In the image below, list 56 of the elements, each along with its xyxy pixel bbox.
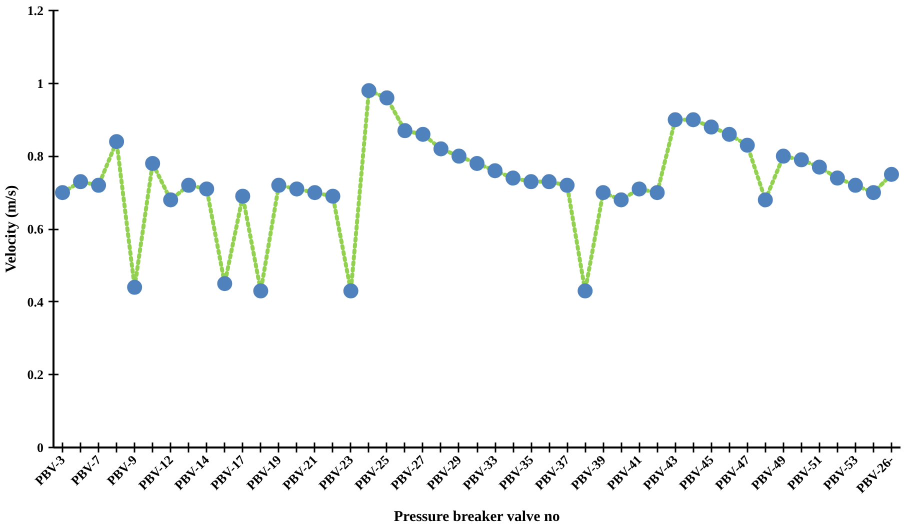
point — [55, 185, 70, 200]
y-tick-label: 0.8 — [27, 148, 44, 164]
point — [199, 181, 214, 196]
point — [451, 148, 466, 164]
point — [470, 156, 484, 171]
point — [253, 283, 268, 298]
point — [433, 141, 448, 156]
point — [488, 163, 503, 178]
point — [307, 185, 322, 200]
point — [289, 181, 304, 196]
point — [722, 126, 737, 142]
point — [145, 156, 160, 171]
point — [91, 178, 106, 193]
point — [397, 123, 412, 138]
point — [217, 276, 232, 292]
x-axis-title: Pressure breaker valve no — [394, 509, 560, 526]
point — [578, 283, 593, 298]
point — [163, 192, 178, 208]
point — [181, 178, 196, 193]
y-tick-label: 0.2 — [27, 367, 44, 382]
point — [271, 178, 286, 193]
point — [812, 160, 827, 175]
point — [379, 90, 394, 106]
point — [848, 178, 863, 193]
point — [506, 170, 521, 186]
point — [686, 112, 701, 128]
point — [794, 152, 809, 168]
point — [758, 192, 773, 208]
y-tick-label: 0 — [37, 440, 44, 455]
point — [884, 166, 899, 182]
point — [415, 126, 430, 142]
point — [73, 174, 88, 190]
point — [524, 174, 539, 190]
y-axis-title: Velocity (m/s) — [3, 185, 20, 273]
point — [632, 181, 647, 196]
y-tick-label: 1 — [37, 76, 44, 91]
point — [235, 188, 250, 204]
point — [704, 120, 719, 135]
point — [109, 134, 124, 150]
point — [866, 185, 881, 200]
y-tick-label: 1.2 — [27, 3, 44, 18]
point — [361, 83, 376, 98]
point — [542, 174, 557, 190]
y-tick-label: 0.4 — [27, 294, 44, 310]
point — [127, 280, 142, 295]
point — [325, 188, 340, 204]
point — [614, 192, 629, 208]
point — [830, 170, 845, 186]
point — [668, 112, 683, 128]
point — [776, 148, 791, 164]
point — [596, 185, 611, 200]
point — [343, 283, 358, 298]
point — [560, 178, 575, 193]
y-tick-label: 0.6 — [27, 222, 44, 236]
point — [740, 138, 755, 153]
point — [650, 185, 665, 200]
